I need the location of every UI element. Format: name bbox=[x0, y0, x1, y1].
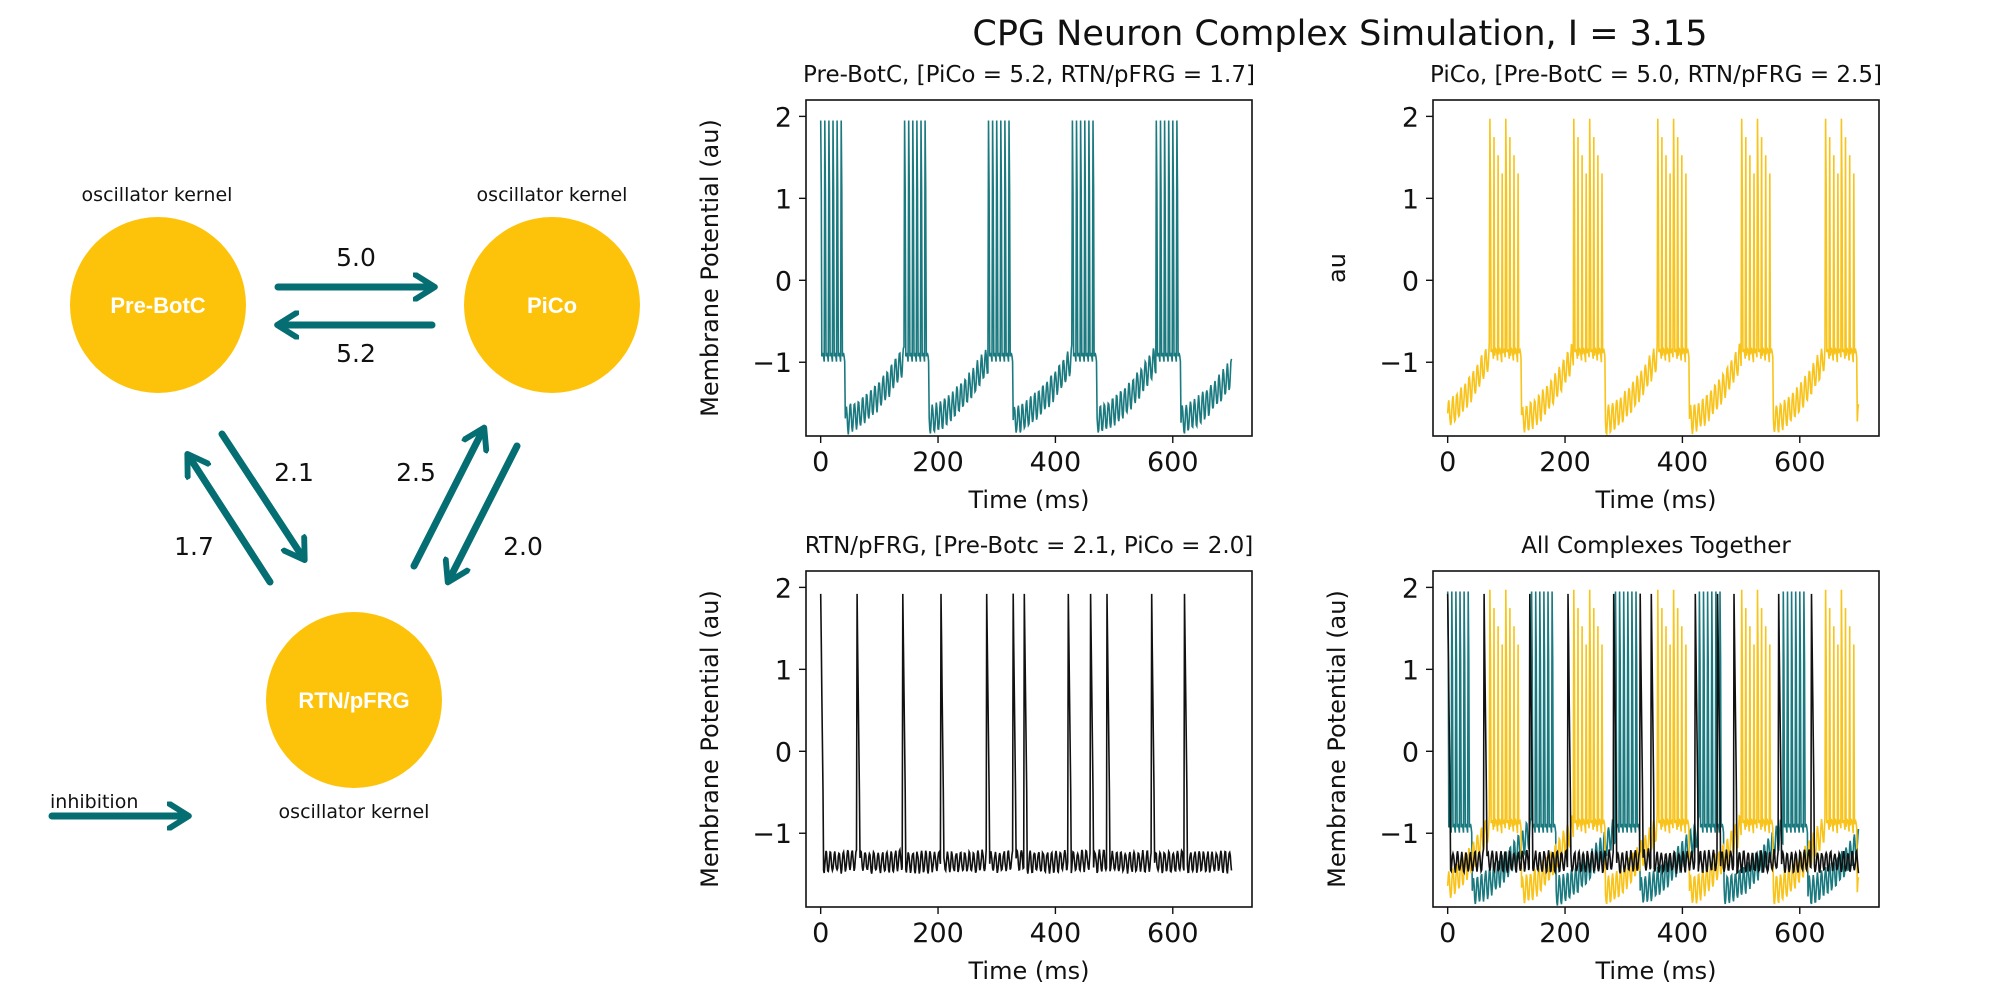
x-axis-label: Time (ms) bbox=[968, 957, 1090, 985]
y-axis-label: Membrane Potential (au) bbox=[696, 119, 724, 417]
x-axis-label: Time (ms) bbox=[1595, 486, 1717, 514]
chart-prebotc: Pre-BotC, [PiCo = 5.2, RTN/pFRG = 1.7] 0 2… bbox=[696, 62, 1255, 514]
edge-weight-rtn-prebotc: 1.7 bbox=[174, 532, 214, 561]
y-tick-label: −1 bbox=[752, 819, 792, 850]
figure-title: CPG Neuron Complex Simulation, I = 3.15 bbox=[972, 14, 1707, 54]
plot-frame bbox=[1432, 99, 1880, 437]
y-tick-label: −1 bbox=[1379, 348, 1419, 379]
x-tick-label: 400 bbox=[1657, 918, 1709, 949]
series-line-rtn bbox=[1446, 593, 1860, 876]
y-tick-label: 0 bbox=[1402, 266, 1419, 297]
node-rtn-caption: oscillator kernel bbox=[279, 801, 430, 823]
plot-frame bbox=[805, 99, 1253, 437]
node-pico bbox=[464, 217, 640, 393]
chart-title: PiCo, [Pre-BotC = 5.0, RTN/pFRG = 2.5] bbox=[1430, 62, 1882, 88]
plot-frame bbox=[805, 570, 1253, 908]
y-tick-label: −1 bbox=[752, 348, 792, 379]
chart-all-complexes: All Complexes Together 0 200 400 600 2 1 0 −1 Tim… bbox=[1323, 533, 1880, 985]
y-tick-label: 2 bbox=[775, 102, 792, 133]
x-tick-label: 200 bbox=[912, 447, 964, 478]
x-tick-label: 400 bbox=[1030, 447, 1082, 478]
series-line-pico bbox=[1446, 589, 1860, 905]
x-tick-label: 0 bbox=[1439, 447, 1456, 478]
x-tick-label: 0 bbox=[812, 447, 829, 478]
edge-rtn-to-pico bbox=[410, 432, 482, 570]
node-pico-label: PiCo bbox=[527, 293, 577, 318]
edge-weight-pico-rtn: 2.0 bbox=[503, 532, 543, 561]
node-prebotc-caption: oscillator kernel bbox=[82, 184, 233, 206]
edge-prebotc-to-rtn bbox=[218, 430, 302, 556]
x-tick-label: 600 bbox=[1774, 447, 1826, 478]
edge-weight-prebotc-pico: 5.0 bbox=[336, 243, 376, 272]
node-prebotc-label: Pre-BotC bbox=[110, 293, 205, 318]
x-tick-label: 200 bbox=[1539, 918, 1591, 949]
x-tick-label: 600 bbox=[1147, 918, 1199, 949]
x-tick-label: 600 bbox=[1774, 918, 1826, 949]
y-tick-label: 1 bbox=[775, 184, 792, 215]
x-tick-label: 200 bbox=[912, 918, 964, 949]
y-axis-label: Membrane Potential (au) bbox=[1323, 590, 1351, 888]
edge-pico-to-rtn bbox=[450, 442, 521, 578]
y-axis-label: au bbox=[1323, 253, 1351, 283]
y-tick-label: 2 bbox=[1402, 102, 1419, 133]
x-tick-label: 400 bbox=[1030, 918, 1082, 949]
node-rtn-label: RTN/pFRG bbox=[298, 688, 409, 713]
y-tick-label: 1 bbox=[1402, 184, 1419, 215]
node-pico-caption: oscillator kernel bbox=[477, 184, 628, 206]
x-tick-label: 0 bbox=[812, 918, 829, 949]
y-tick-label: 2 bbox=[775, 573, 792, 604]
network-diagram: Pre-BotC PiCo RTN/pFRG oscillator kernel… bbox=[48, 184, 640, 823]
y-tick-label: 0 bbox=[1402, 737, 1419, 768]
x-tick-label: 400 bbox=[1657, 447, 1709, 478]
y-tick-label: 2 bbox=[1402, 573, 1419, 604]
y-tick-label: 0 bbox=[775, 266, 792, 297]
edge-weight-rtn-pico: 2.5 bbox=[396, 458, 436, 487]
x-axis-label: Time (ms) bbox=[968, 486, 1090, 514]
series-line-pico bbox=[1446, 118, 1860, 437]
chart-title: RTN/pFRG, [Pre-Botc = 2.1, PiCo = 2.0] bbox=[805, 533, 1254, 559]
x-axis-label: Time (ms) bbox=[1595, 957, 1717, 985]
series-line-rtn bbox=[819, 593, 1233, 875]
edge-rtn-to-prebotc bbox=[190, 458, 274, 586]
node-prebotc bbox=[70, 217, 246, 393]
node-rtn bbox=[266, 612, 442, 788]
x-tick-label: 600 bbox=[1147, 447, 1199, 478]
y-tick-label: 0 bbox=[775, 737, 792, 768]
chart-rtn: RTN/pFRG, [Pre-Botc = 2.1, PiCo = 2.0] 0 2… bbox=[696, 533, 1253, 985]
chart-title: All Complexes Together bbox=[1521, 533, 1791, 559]
chart-title: Pre-BotC, [PiCo = 5.2, RTN/pFRG = 1.7] bbox=[803, 62, 1255, 88]
chart-pico: PiCo, [Pre-BotC = 5.0, RTN/pFRG = 2.5] 0 2… bbox=[1323, 62, 1882, 514]
plot-frame bbox=[1432, 570, 1880, 908]
y-tick-label: 1 bbox=[1402, 655, 1419, 686]
x-tick-label: 200 bbox=[1539, 447, 1591, 478]
y-tick-label: 1 bbox=[775, 655, 792, 686]
legend-inhibition-label: inhibition bbox=[50, 791, 138, 813]
edge-weight-prebotc-rtn: 2.1 bbox=[274, 458, 314, 487]
edge-weight-pico-prebotc: 5.2 bbox=[336, 339, 376, 368]
x-tick-label: 0 bbox=[1439, 918, 1456, 949]
series-line-prebotc bbox=[819, 120, 1233, 435]
y-axis-label: Membrane Potential (au) bbox=[696, 590, 724, 888]
y-tick-label: −1 bbox=[1379, 819, 1419, 850]
